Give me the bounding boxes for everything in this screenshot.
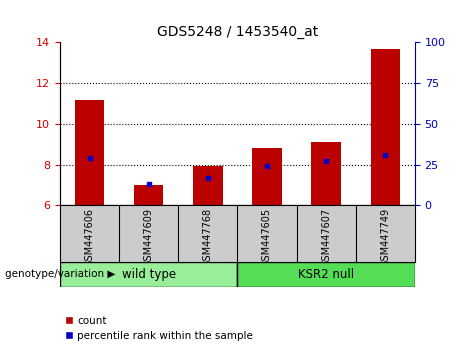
Text: KSR2 null: KSR2 null bbox=[298, 268, 354, 281]
Bar bbox=[60, 262, 237, 287]
Text: GSM447768: GSM447768 bbox=[203, 208, 213, 267]
Bar bbox=[252, 148, 282, 205]
Text: wild type: wild type bbox=[122, 268, 176, 281]
Text: GSM447606: GSM447606 bbox=[84, 208, 95, 267]
Bar bbox=[311, 142, 341, 205]
Text: genotype/variation ▶: genotype/variation ▶ bbox=[5, 269, 115, 279]
Text: GSM447609: GSM447609 bbox=[144, 208, 154, 267]
Text: GSM447605: GSM447605 bbox=[262, 208, 272, 267]
Text: GSM447607: GSM447607 bbox=[321, 208, 331, 267]
Legend: count, percentile rank within the sample: count, percentile rank within the sample bbox=[60, 312, 257, 345]
Bar bbox=[371, 48, 400, 205]
Bar bbox=[75, 101, 104, 205]
Bar bbox=[193, 166, 223, 205]
Bar bbox=[134, 185, 164, 205]
Bar bbox=[237, 262, 415, 287]
Title: GDS5248 / 1453540_at: GDS5248 / 1453540_at bbox=[157, 25, 318, 39]
Text: GSM447749: GSM447749 bbox=[380, 208, 390, 267]
